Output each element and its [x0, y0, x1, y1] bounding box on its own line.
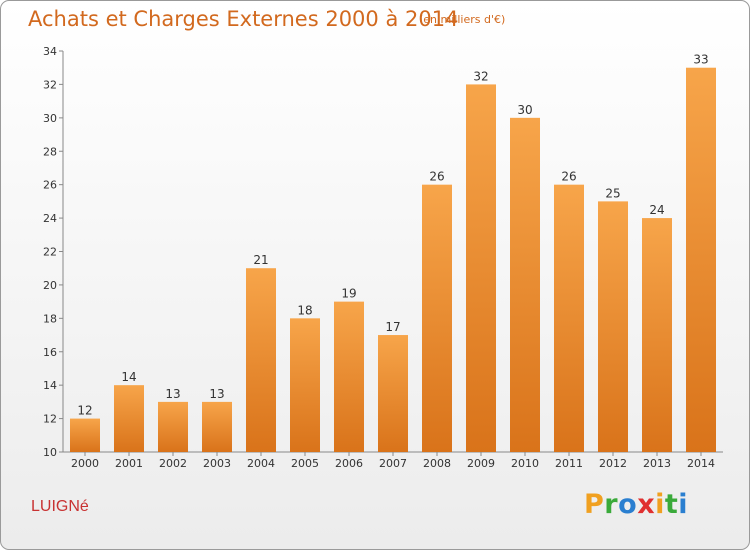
bar: [202, 401, 232, 452]
chart-title: Achats et Charges Externes 2000 à 2014: [28, 7, 459, 31]
y-tick-label: 22: [43, 246, 57, 259]
logo-letter: i: [655, 489, 665, 520]
y-tick-label: 26: [43, 179, 57, 192]
logo-letter: t: [664, 489, 679, 520]
data-label: 21: [253, 253, 268, 267]
y-tick-label: 10: [43, 446, 57, 459]
x-tick-label: 2010: [511, 457, 539, 470]
bar: [642, 218, 672, 452]
bar: [290, 318, 320, 452]
chart-unit: (en milliers d'€): [419, 13, 506, 26]
bar: [554, 184, 584, 452]
data-label: 24: [649, 203, 664, 217]
y-tick-label: 32: [43, 78, 57, 91]
bar: [70, 418, 100, 452]
data-label: 26: [429, 170, 444, 184]
bar: [158, 401, 188, 452]
x-tick-label: 2014: [687, 457, 715, 470]
data-label: 14: [121, 370, 136, 384]
x-tick-label: 2006: [335, 457, 363, 470]
y-tick-label: 28: [43, 145, 57, 158]
x-tick-label: 2000: [71, 457, 99, 470]
data-label: 13: [209, 387, 224, 401]
bar: [334, 301, 364, 452]
x-tick-label: 2007: [379, 457, 407, 470]
y-tick-label: 12: [43, 413, 57, 426]
y-tick-label: 34: [43, 45, 57, 58]
x-tick-label: 2003: [203, 457, 231, 470]
y-tick-label: 16: [43, 346, 57, 359]
bar: [378, 335, 408, 452]
y-tick-label: 20: [43, 279, 57, 292]
x-tick-label: 2012: [599, 457, 627, 470]
y-tick-label: 24: [43, 212, 57, 225]
x-tick-label: 2004: [247, 457, 275, 470]
x-tick-label: 2013: [643, 457, 671, 470]
y-tick-label: 30: [43, 112, 57, 125]
x-tick-label: 2009: [467, 457, 495, 470]
logo-letter: r: [604, 489, 619, 520]
proxiti-logo[interactable]: Proxiti: [584, 489, 688, 520]
logo-letter: o: [618, 489, 638, 520]
x-tick-label: 2001: [115, 457, 143, 470]
data-label: 17: [385, 320, 400, 334]
data-label: 30: [517, 103, 532, 117]
data-label: 25: [605, 186, 620, 200]
data-label: 18: [297, 303, 312, 317]
bar: [686, 67, 716, 452]
data-label: 13: [165, 387, 180, 401]
logo-letter: i: [678, 489, 689, 520]
y-tick-label: 14: [43, 379, 57, 392]
data-label: 12: [77, 404, 92, 418]
bar: [422, 184, 452, 452]
bar: [510, 117, 540, 452]
commune-name: LUIGNé: [31, 498, 89, 515]
y-tick-label: 18: [43, 312, 57, 325]
data-label: 32: [473, 69, 488, 83]
bar: [114, 385, 144, 452]
x-tick-label: 2002: [159, 457, 187, 470]
x-tick-label: 2008: [423, 457, 451, 470]
x-tick-label: 2005: [291, 457, 319, 470]
bar: [466, 84, 496, 453]
logo-letter: x: [637, 489, 656, 520]
x-tick-label: 2011: [555, 457, 583, 470]
logo-letter: P: [584, 489, 605, 520]
data-label: 33: [693, 53, 708, 67]
bar: [246, 268, 276, 452]
bar: [598, 201, 628, 452]
data-label: 26: [561, 170, 576, 184]
data-label: 19: [341, 287, 356, 301]
